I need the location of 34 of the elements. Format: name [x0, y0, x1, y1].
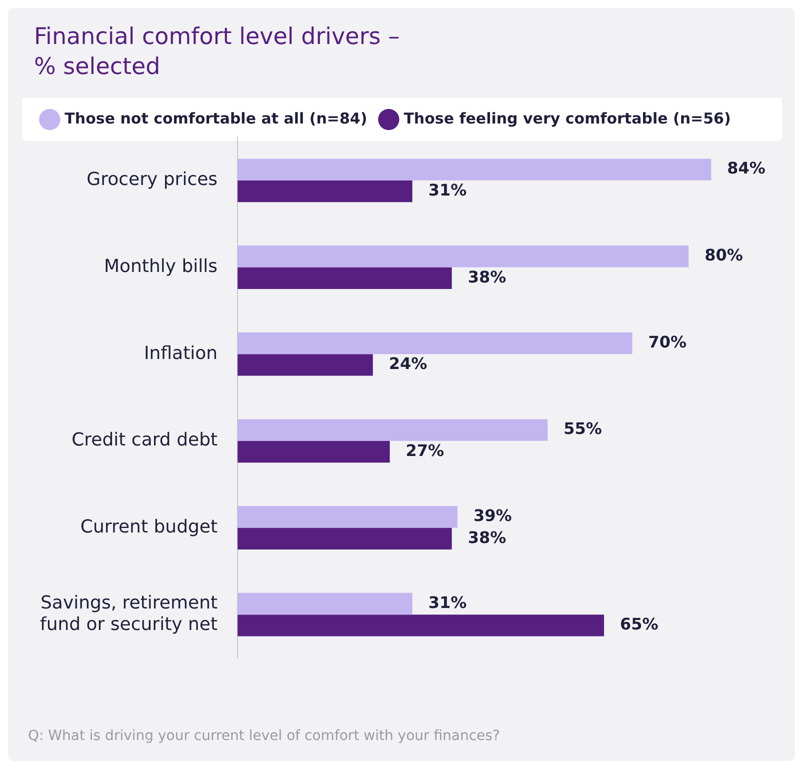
text: Q: What is driving your current level of comfort with your finances? [28, 728, 500, 744]
data-label: 27% [406, 440, 444, 460]
bar [238, 267, 452, 289]
bar [238, 246, 689, 268]
y-tick-label: Current budget [80, 516, 218, 538]
chart-title: Financial comfort level drivers – % selected [34, 23, 400, 82]
data-label: 24% [388, 354, 428, 374]
bar [238, 419, 548, 441]
legend-label: Those not comfortable at all (n=84) [64, 109, 368, 128]
y-tick-label: Savings, retirement fund or security net [40, 592, 218, 636]
y-tick-label: Monthly bills [104, 256, 218, 277]
data-label: 38% [468, 528, 506, 547]
bar [238, 180, 412, 202]
y-tick-label: Credit card debt [72, 430, 218, 451]
data-label: 38% [468, 267, 506, 286]
bar [238, 614, 604, 636]
data-label: 80% [704, 246, 743, 265]
bar [238, 506, 458, 528]
y-tick-label: Inflation [144, 342, 218, 364]
bar [238, 158, 712, 180]
legend-label: Those feeling very comfortable (n=56) [404, 109, 731, 128]
data-label: 31% [428, 592, 467, 612]
bar [238, 528, 452, 550]
y-tick-label: Grocery prices [86, 169, 218, 190]
bar [238, 592, 412, 615]
data-label: 55% [564, 419, 602, 438]
data-label: 31% [428, 180, 467, 200]
bar [238, 332, 632, 354]
data-label: 39% [473, 506, 512, 526]
data-label: 65% [620, 614, 658, 634]
data-label: 84% [727, 158, 766, 178]
data-label: 70% [648, 332, 687, 352]
bar [238, 354, 373, 376]
bar [238, 440, 390, 463]
